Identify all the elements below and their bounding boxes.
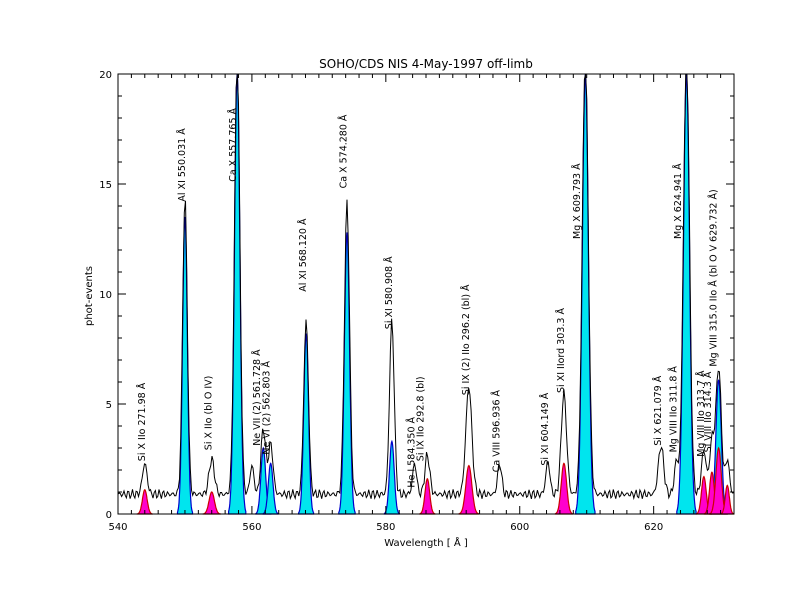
line-fit-weak [202,491,221,515]
observed-spectrum [117,73,735,501]
line-label: Si XI 604.149 Å [539,392,551,465]
line-label: Si IX IIo 292.8 (bl) [415,376,426,461]
line-label: Ca X 557.765 Å [227,107,239,181]
line-label: Ca X 574.280 Å [337,114,349,188]
y-tick-label: 10 [99,290,112,301]
line-label: Ca VIII 596.936 Å [491,389,503,472]
y-tick-label: 20 [99,70,112,81]
line-label: Mg VIII IIo 311.8 Å [667,366,679,453]
line-label: Ne VII (2) 561.728 Å [251,349,263,446]
line-fit-weak [458,464,480,515]
line-fit-weak [720,484,735,515]
line-label: Al XI 550.031 Å [176,128,188,202]
line-label: Mg X 609.793 Å [571,163,583,239]
x-tick-label: 560 [242,522,261,533]
line-label: Al XI 568.120 Å [297,218,309,292]
x-tick-label: 600 [510,522,529,533]
line-label: Ne VI (2) 562.803 Å [260,361,272,455]
x-tick-label: 540 [108,522,127,533]
line-label: Si X IIo 271.98 Å [136,382,148,461]
line-label: He I 584.350 Å [406,416,418,487]
spectral-line-fills [136,73,735,515]
line-label: Si X IIo (bl O IV) [204,376,215,451]
line-fit-weak [554,462,574,515]
y-tick-label: 0 [106,510,112,521]
y-tick-label: 5 [106,400,112,411]
plot-axes: 540 560 580 600 620 0 5 10 15 20 [99,70,735,533]
x-tick-label: 580 [376,522,395,533]
line-label: Si VIII IIo 314.3 Å [702,371,714,452]
line-fit-strong [338,232,356,515]
x-tick-label: 620 [644,522,663,533]
line-fit-strong [262,462,279,515]
line-label: Si XI IIord 303.3 Å [555,308,567,393]
line-label: Si IX (2) IIo 296.2 (bl) Å [460,284,472,395]
line-label: Mg VIII 315.0 IIo Å (bl O V 629.732 Å) [708,189,720,366]
line-fit-strong [383,439,400,515]
line-fit-strong [298,333,315,515]
chart-title: SOHO/CDS NIS 4-May-1997 off-limb [319,57,533,71]
line-label: Si X 621.079 Å [652,375,664,446]
line-fit-weak [419,477,436,515]
line-label: Mg X 624.941 Å [672,163,684,239]
line-label: Mg VIII IIo 313.7 Å [695,370,707,457]
x-axis-label: Wavelength [ Å ] [384,536,468,549]
y-tick-label: 15 [99,180,112,191]
line-label: Si XI 580.908 Å [383,256,395,329]
line-annotations: Si X IIo 271.98 Å Al XI 550.031 Å Si X IIo… [136,107,720,487]
observed-trace [117,73,735,501]
line-fit-weak [136,489,153,515]
y-axis-label: phot-events [84,266,95,326]
